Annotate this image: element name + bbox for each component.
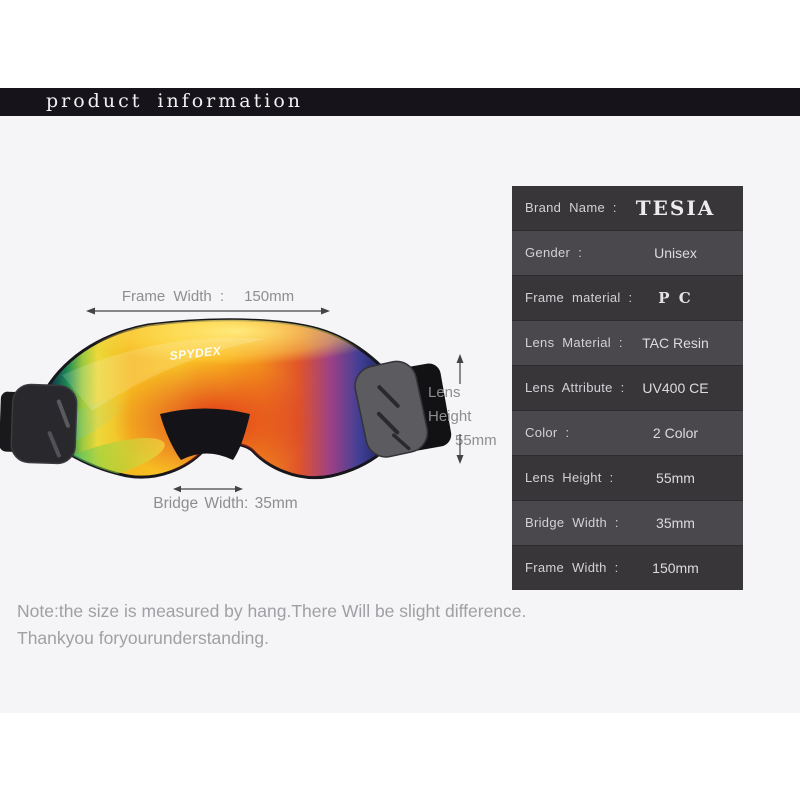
- table-row: Lens Material : TAC Resin: [512, 320, 743, 365]
- spec-label: Frame Width :: [525, 560, 619, 575]
- bridge-width-annotation: Bridge Width: 35mm: [148, 495, 303, 513]
- spec-label: Bridge Width :: [525, 515, 619, 530]
- table-row: Lens Height : 55mm: [512, 455, 743, 500]
- lens-height-arrow: [456, 354, 464, 464]
- note-line-2: Thankyou foryourunderstanding.: [17, 628, 269, 648]
- table-row: Lens Attribute : UV400 CE: [512, 365, 743, 410]
- spec-label: Lens Attribute :: [525, 380, 625, 395]
- lens-logo: SPYDEX: [169, 344, 222, 363]
- lens-sheen: [62, 337, 265, 411]
- spec-label: Lens Height :: [525, 470, 614, 485]
- section-header-bar: product information: [0, 88, 800, 116]
- spec-value: TAC Resin: [642, 335, 709, 351]
- spec-label: Color :: [525, 425, 570, 440]
- table-row: Brand Name : TESIA: [512, 186, 743, 230]
- spec-value: UV400 CE: [642, 380, 709, 396]
- bridge-width-arrow: [173, 485, 243, 493]
- left-strap-buckle: [10, 383, 78, 465]
- spec-value: Unisex: [654, 245, 697, 261]
- lens-height-annotation: Lens Height 55mm: [428, 381, 508, 453]
- spec-value: 150mm: [652, 560, 699, 576]
- table-row: Color : 2 Color: [512, 410, 743, 455]
- spec-label: Lens Material :: [525, 335, 623, 350]
- frame-width-annotation: Frame Width : 150mm: [88, 288, 328, 305]
- spec-label: Frame material :: [525, 290, 633, 305]
- table-row: Frame Width : 150mm: [512, 545, 743, 590]
- frame-width-arrow: [86, 307, 330, 315]
- frame-width-value: 150mm: [244, 288, 295, 305]
- lens-top-glow: [80, 319, 390, 365]
- spec-value: 35mm: [656, 515, 695, 531]
- spec-label: Brand Name :: [525, 200, 617, 215]
- bridge-width-value: 35mm: [254, 495, 298, 512]
- lens-height-label: Lens Height: [428, 384, 472, 425]
- spec-label: Gender :: [525, 245, 582, 260]
- nose-bridge: [160, 408, 250, 460]
- lens-height-value: 55mm: [455, 432, 497, 449]
- goggles-product-image: SPYDEX: [0, 318, 452, 480]
- note-line-1: Note:the size is measured by hang.There …: [17, 601, 527, 621]
- table-row: Bridge Width : 35mm: [512, 500, 743, 545]
- spec-value-brand: TESIA: [635, 196, 716, 220]
- spec-table: Brand Name : TESIA Gender : Unisex Frame…: [512, 186, 743, 590]
- bridge-width-label: Bridge Width:: [153, 495, 249, 512]
- table-row: Gender : Unisex: [512, 230, 743, 275]
- spec-value: 55mm: [656, 470, 695, 486]
- page-title: product information: [46, 90, 303, 112]
- size-note: Note:the size is measured by hang.There …: [17, 598, 526, 652]
- spec-value: P C: [658, 289, 693, 307]
- right-strap-buckle: [354, 360, 429, 458]
- frame-width-label: Frame Width :: [121, 288, 225, 305]
- table-row: Frame material : P C: [512, 275, 743, 320]
- spec-value: 2 Color: [652, 425, 699, 441]
